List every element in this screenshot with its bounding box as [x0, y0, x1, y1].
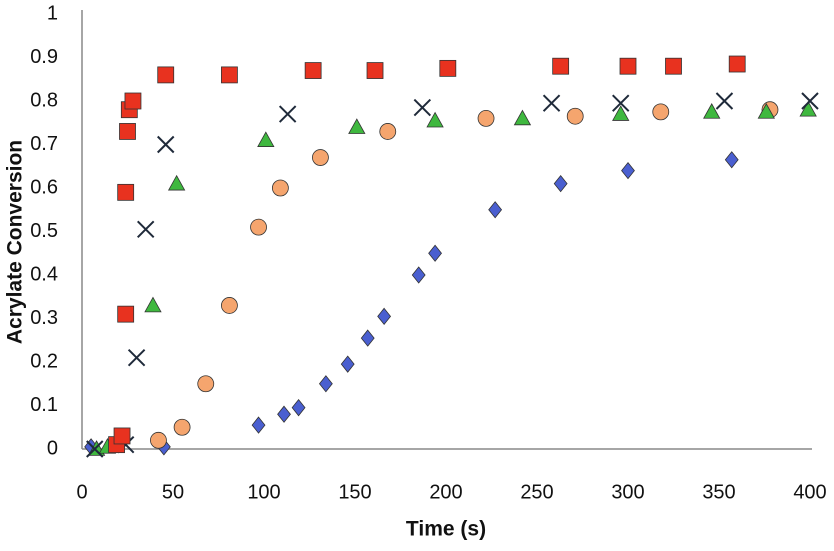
data-point [566, 107, 584, 125]
data-point [150, 431, 167, 449]
data-point [278, 105, 297, 123]
x-axis-title: Time (s) [406, 518, 486, 541]
data-point [428, 244, 442, 262]
y-tick-label: 0.1 [30, 394, 58, 416]
data-point [257, 131, 275, 147]
y-tick-label: 0.8 [30, 89, 58, 111]
x-tick-label: 350 [702, 481, 735, 503]
data-point [799, 100, 817, 117]
data-point [251, 416, 266, 434]
data-point [703, 103, 721, 119]
x-tick-label: 250 [520, 481, 553, 503]
data-point [86, 440, 104, 458]
data-point [665, 57, 682, 75]
data-point [277, 405, 291, 423]
data-point [173, 418, 191, 436]
y-tick-label: 0.4 [30, 263, 58, 285]
data-point [119, 123, 136, 140]
y-tick-label: 0.2 [30, 350, 58, 372]
data-point [144, 296, 162, 313]
data-point [426, 111, 444, 128]
data-point [124, 92, 142, 110]
data-point [652, 103, 670, 121]
data-point [348, 118, 366, 134]
data-point [488, 201, 503, 219]
data-point [360, 329, 375, 347]
data-point [318, 375, 333, 393]
data-point [221, 297, 238, 314]
y-axis-title: Acrylate Conversion [4, 140, 27, 344]
x-tick-label: 0 [76, 481, 87, 503]
data-point [117, 183, 135, 201]
data-point [340, 355, 355, 373]
x-tick-label: 150 [338, 481, 371, 503]
data-point [553, 175, 568, 193]
y-tick-label: 0.9 [30, 46, 58, 68]
data-point [271, 179, 289, 197]
data-point [167, 174, 186, 191]
y-tick-label: 0.7 [30, 133, 58, 155]
data-point [757, 103, 775, 119]
x-tick-label: 50 [162, 481, 184, 503]
data-point [250, 218, 267, 236]
data-point [136, 220, 155, 239]
data-point [552, 57, 570, 75]
data-point [715, 92, 734, 110]
data-point [291, 399, 306, 417]
data-point [157, 66, 175, 84]
data-point [612, 105, 630, 121]
x-tick-label: 400 [793, 481, 826, 503]
data-point [127, 348, 146, 367]
data-point [542, 94, 561, 112]
data-point [117, 305, 135, 323]
data-point [411, 266, 426, 284]
data-point [379, 123, 397, 140]
data-point [221, 66, 238, 84]
y-tick-label: 0.6 [30, 176, 58, 198]
data-point [728, 55, 746, 73]
y-tick-label: 1 [47, 2, 58, 24]
data-point [312, 149, 329, 166]
y-tick-label: 0.5 [30, 220, 58, 242]
y-tick-label: 0 [47, 437, 58, 459]
data-point [612, 94, 630, 112]
data-point [439, 59, 457, 77]
data-point [724, 151, 739, 169]
data-point [513, 109, 532, 126]
x-tick-label: 100 [247, 481, 280, 503]
data-point [197, 375, 215, 393]
data-point [477, 110, 495, 127]
y-tick-label: 0.3 [30, 307, 58, 329]
data-point [619, 57, 637, 75]
data-point [304, 62, 322, 79]
data-point [366, 62, 384, 79]
data-point [113, 427, 131, 445]
data-point [801, 92, 819, 110]
data-point [377, 307, 392, 325]
data-point [413, 98, 432, 117]
data-point [621, 161, 635, 180]
data-point [157, 135, 175, 154]
x-tick-label: 200 [429, 481, 462, 503]
x-tick-label: 300 [611, 481, 644, 503]
